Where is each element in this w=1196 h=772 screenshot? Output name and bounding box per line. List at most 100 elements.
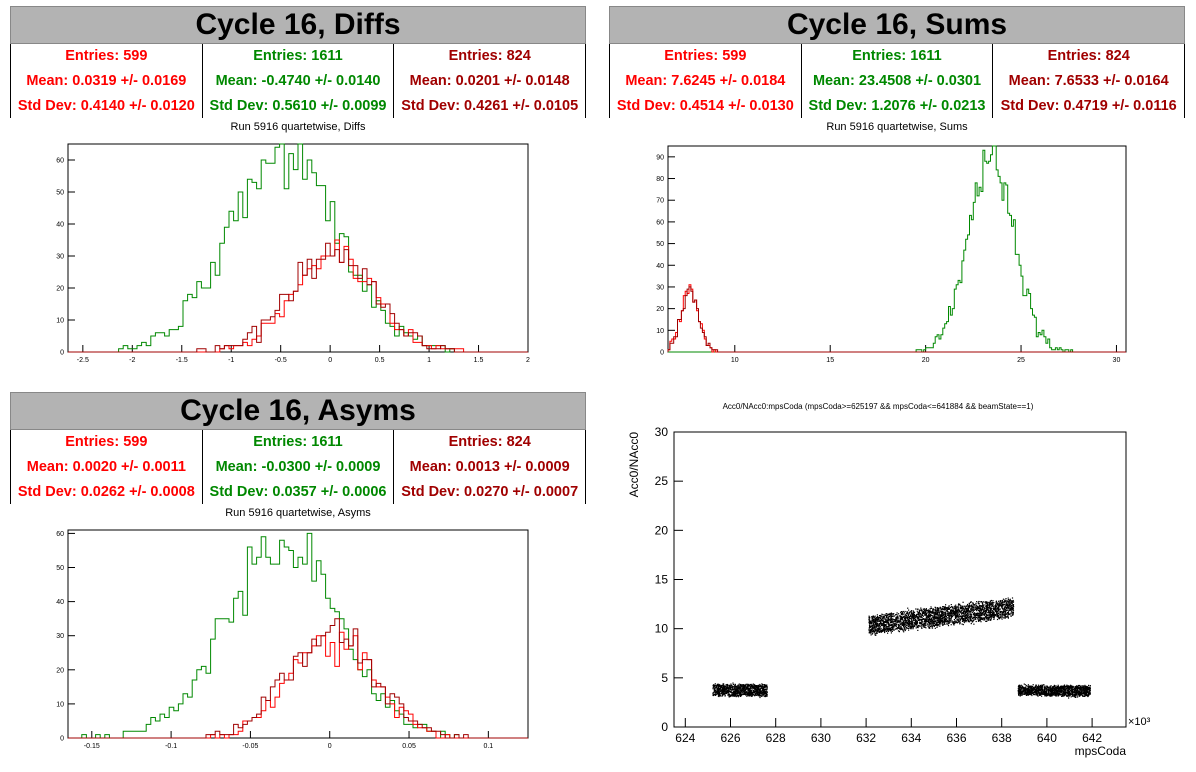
scatter-point <box>903 623 906 625</box>
scatter-point <box>969 613 971 615</box>
scatter-point <box>934 617 936 619</box>
scatter-point <box>961 623 963 625</box>
scatter-point <box>907 618 910 620</box>
scatter-point <box>999 600 1001 602</box>
scatter-point <box>759 694 761 696</box>
stats-column-red: Entries: 599 Mean: 0.0319 +/- 0.0169 Std… <box>11 44 203 118</box>
scatter-point <box>752 683 755 685</box>
scatter-point <box>751 695 753 697</box>
scatter-point <box>956 612 958 614</box>
scatter-point <box>762 693 764 695</box>
scatter-point <box>966 616 968 618</box>
scatter-point <box>748 685 750 687</box>
x-tick-label: 626 <box>720 731 740 745</box>
scatter-point <box>969 618 971 620</box>
scatter-point <box>946 607 948 610</box>
scatter-point <box>938 617 940 619</box>
scatter-point <box>996 613 998 615</box>
scatter-point <box>900 624 902 626</box>
scatter-point <box>877 616 879 618</box>
x-tick-label: 2 <box>526 357 530 364</box>
scatter-point <box>1005 605 1007 607</box>
scatter-point <box>954 608 956 610</box>
scatter-point <box>1059 690 1061 692</box>
scatter-point <box>1088 689 1091 691</box>
scatter-point <box>953 623 955 625</box>
scatter-point <box>928 620 930 622</box>
scatter-point <box>719 691 721 693</box>
y-tick-label: 15 <box>655 573 669 587</box>
scatter-point <box>889 616 891 618</box>
scatter-point <box>888 623 890 625</box>
scatter-point <box>906 617 909 620</box>
scatter-point <box>1003 613 1005 616</box>
scatter-point <box>1024 688 1026 690</box>
scatter-point <box>902 624 904 626</box>
scatter-point <box>923 610 925 612</box>
scatter-point <box>962 607 964 610</box>
scatter-point <box>939 622 941 625</box>
scatter-point <box>761 691 763 693</box>
scatter-point <box>978 600 980 603</box>
scatter-point <box>965 616 967 618</box>
scatter-point <box>937 618 940 620</box>
scatter-point <box>997 615 999 617</box>
scatter-point <box>753 684 755 686</box>
scatter-point <box>1008 601 1010 603</box>
scatter-point <box>1055 687 1057 689</box>
scatter-point <box>759 696 761 699</box>
y-tick-label: 40 <box>656 263 664 270</box>
scatter-point <box>1077 696 1079 698</box>
scatter-point <box>933 613 935 615</box>
scatter-point <box>766 688 768 690</box>
scatter-point <box>959 608 961 610</box>
scatter-point <box>916 608 918 610</box>
scatter-point <box>763 689 765 691</box>
scatter-point <box>753 690 755 692</box>
scatter-point <box>903 629 905 631</box>
scatter-point <box>893 622 895 624</box>
scatter-point <box>874 619 876 621</box>
scatter-point <box>1008 607 1010 610</box>
scatter-point <box>713 689 715 691</box>
scatter-point <box>959 603 961 605</box>
scatter-point <box>729 689 731 691</box>
scatter-point <box>752 689 754 692</box>
scatter-point <box>758 695 760 697</box>
scatter-point <box>721 688 723 691</box>
scatter-point <box>935 613 937 615</box>
scatter-point <box>727 687 729 689</box>
scatter-point <box>977 607 979 609</box>
scatter-point <box>972 620 974 622</box>
scatter-point <box>1079 687 1081 689</box>
scatter-point <box>886 627 888 629</box>
scatter-point <box>988 616 990 618</box>
scatter-point <box>894 628 896 630</box>
scatter-point <box>927 615 929 617</box>
scatter-point <box>1058 689 1060 691</box>
scatter-point <box>874 625 876 627</box>
scatter-point <box>1006 605 1008 607</box>
sums-title: Cycle 16, Sums <box>609 6 1185 44</box>
scatter-point <box>1073 695 1075 697</box>
scatter-point <box>1005 612 1007 614</box>
scatter-point <box>869 629 871 631</box>
y-tick-label: 5 <box>661 671 668 685</box>
scatter-point <box>902 620 904 623</box>
scatter-point <box>736 695 738 697</box>
scatter-point <box>892 624 894 626</box>
scatter-point <box>728 686 730 688</box>
scatter-point <box>884 614 887 616</box>
scatter-point <box>888 620 890 622</box>
x-tick-label: 638 <box>992 731 1012 745</box>
scatter-point <box>1023 683 1025 685</box>
scatter-point <box>712 684 714 686</box>
scatter-point <box>720 685 722 687</box>
stat-entries: Entries: 824 <box>1047 48 1130 65</box>
scatter-point <box>1067 686 1069 688</box>
scatter-point <box>1045 688 1047 690</box>
scatter-point <box>983 608 986 610</box>
scatter-point <box>923 622 925 624</box>
y-tick-label: 30 <box>656 284 664 291</box>
scatter-point <box>985 612 987 614</box>
